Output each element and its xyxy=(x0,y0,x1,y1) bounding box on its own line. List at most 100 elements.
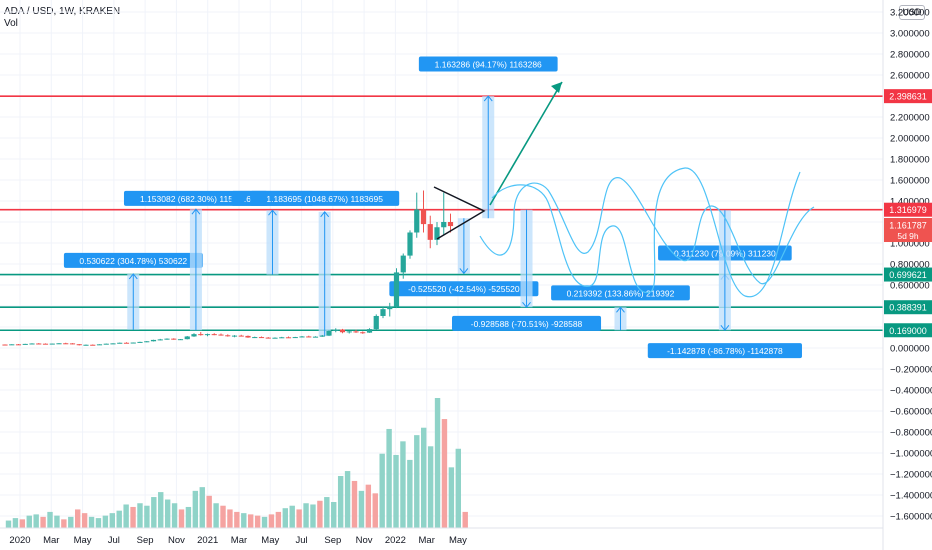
volume-bar xyxy=(448,467,455,528)
measure-label: 1.153082 (682.30%) 1153082 xyxy=(140,194,252,204)
time-tick-label: Sep xyxy=(324,535,341,546)
candle-body xyxy=(177,339,184,341)
level-price-badge xyxy=(884,202,932,217)
volume-bar xyxy=(5,520,12,528)
currency-button[interactable]: USD xyxy=(899,5,925,20)
measure-label: 0.530622 (304.78%) 530622 xyxy=(79,256,187,266)
candle-body xyxy=(447,222,454,227)
volume-bar xyxy=(386,428,392,528)
volume-bar xyxy=(310,504,316,528)
candle-body xyxy=(15,344,22,346)
volume-bar xyxy=(178,509,185,528)
measure-label-box xyxy=(647,343,802,359)
candle-body xyxy=(441,222,447,228)
time-tick-label: 2021 xyxy=(197,535,218,546)
candle-body xyxy=(380,309,386,316)
candle-body xyxy=(137,341,143,343)
volume-bar xyxy=(275,511,282,528)
candle-body xyxy=(346,331,352,333)
measure-label-box xyxy=(418,56,558,72)
volume-bar xyxy=(26,515,32,528)
volume-bars xyxy=(5,398,468,528)
volume-bar xyxy=(54,515,60,528)
volume-bar xyxy=(379,453,385,528)
measure-arrowhead xyxy=(483,95,493,102)
price-tick-label: −1.400000 xyxy=(890,491,932,502)
candle-body xyxy=(225,335,231,337)
volume-bar xyxy=(261,516,268,528)
candle-body xyxy=(22,343,28,345)
volume-bar xyxy=(116,510,122,528)
time-tick-label: Mar xyxy=(43,535,59,546)
candle-body xyxy=(130,342,136,344)
volume-bar xyxy=(151,497,157,528)
volume-bar xyxy=(47,511,53,528)
candle-body xyxy=(258,337,265,339)
measure-arrowhead xyxy=(191,208,201,215)
current-price-label: 1.161787 xyxy=(889,221,927,231)
candle-body xyxy=(393,272,400,307)
time-axis: 2020 Mar May Jul Sep Nov 2021 Mar May Jul Sep Nov 20… xyxy=(0,527,883,546)
candle-body xyxy=(414,209,420,233)
volume-bar xyxy=(282,508,288,528)
price-tick-label: −1.600000 xyxy=(890,512,932,523)
candle-body xyxy=(211,334,217,336)
volume-bar xyxy=(40,516,46,528)
measure-arrowhead xyxy=(522,301,531,309)
candle-body xyxy=(420,209,427,225)
projection-arrow-line xyxy=(489,81,563,206)
volume-bar xyxy=(414,435,420,528)
level-price-label: 0.388391 xyxy=(889,303,927,313)
volume-bar xyxy=(144,505,150,528)
candle-body xyxy=(150,339,157,342)
volume-bar xyxy=(407,459,413,528)
price-tick-label: 1.800000 xyxy=(890,155,930,166)
volume-bar xyxy=(199,487,205,528)
volume-bar xyxy=(331,502,337,528)
volume-bar xyxy=(75,509,81,528)
volume-bar xyxy=(158,492,164,528)
candle-body xyxy=(36,343,42,345)
price-tick-label: 0.600000 xyxy=(890,281,930,292)
time-tick-label: May xyxy=(261,535,279,546)
candle-body xyxy=(49,343,55,345)
candle-body xyxy=(333,329,339,331)
measure-label-box xyxy=(63,252,203,268)
candle-body xyxy=(272,337,278,339)
volume-bar xyxy=(303,503,309,528)
volume-bar xyxy=(393,454,399,528)
candles xyxy=(2,190,454,346)
measure-label-box xyxy=(551,285,690,301)
price-tick-label: −0.600000 xyxy=(890,407,932,418)
level-price-badge xyxy=(884,267,932,282)
volume-bar xyxy=(81,513,88,528)
volume-bar xyxy=(421,427,427,528)
candle-body xyxy=(285,337,292,339)
volume-bar xyxy=(351,480,358,528)
volume-bar xyxy=(33,514,39,528)
drawings xyxy=(433,81,815,298)
candle-body xyxy=(400,255,406,273)
measure-label: -0.525520 (-42.54%) -525520 xyxy=(408,284,520,294)
candle-body xyxy=(434,227,440,240)
price-tick-label: 1.000000 xyxy=(890,239,930,250)
time-tick-label: May xyxy=(449,535,467,546)
volume-bar xyxy=(213,503,219,528)
candle-body xyxy=(76,344,82,346)
volume-bar xyxy=(192,490,199,528)
candle-body xyxy=(366,329,373,333)
volume-bar xyxy=(248,514,254,528)
level-price-label: 0.699621 xyxy=(889,270,927,280)
volume-bar xyxy=(358,490,365,528)
time-tick-label: Jul xyxy=(295,535,307,546)
candle-body xyxy=(29,343,35,345)
volume-bar xyxy=(164,499,171,528)
volume-bar xyxy=(61,519,67,528)
candle-body xyxy=(306,336,312,338)
level-price-label: 2.398631 xyxy=(889,92,927,102)
candle-body xyxy=(312,336,319,338)
time-tick-label: 2022 xyxy=(385,535,406,546)
candle-body xyxy=(83,344,89,346)
volume-bar xyxy=(400,441,406,528)
